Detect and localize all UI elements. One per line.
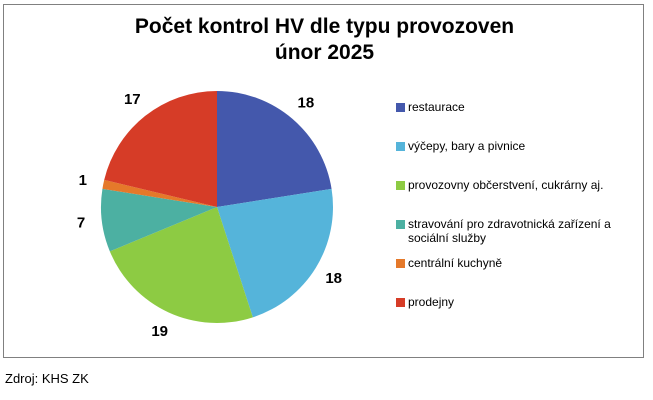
- legend-label: výčepy, bary a pivnice: [408, 139, 526, 153]
- slice-value-label: 7: [77, 215, 85, 232]
- legend-label: provozovny občerstvení, cukrárny aj.: [408, 178, 604, 192]
- legend-swatch-icon: [396, 220, 405, 229]
- legend-swatch-icon: [396, 259, 405, 268]
- pie-slice-2: [217, 188, 333, 318]
- chart-title-line-1: Počet kontrol HV dle typu provozoven: [134, 15, 515, 38]
- slice-value-label: 19: [151, 323, 168, 340]
- legend-item-6: prodejny: [396, 295, 642, 335]
- pie-slice-4: [101, 188, 217, 252]
- legend-swatch-icon: [396, 181, 405, 190]
- legend-label: stravování pro zdravotnická zařízení a s…: [408, 217, 611, 245]
- legend-item-4: stravování pro zdravotnická zařízení a s…: [396, 217, 642, 257]
- legend-label: prodejny: [408, 295, 455, 309]
- legend: restaurace výčepy, bary a pivnice provozov…: [396, 100, 642, 335]
- slice-value-label: 17: [124, 91, 141, 108]
- chart-title-line-2: únor 2025: [274, 41, 375, 64]
- legend-item-5: centrální kuchyně: [396, 256, 642, 296]
- legend-swatch-icon: [396, 142, 405, 151]
- legend-label: restaurace: [408, 100, 465, 114]
- chart-title: Počet kontrol HV dle typu provozoven úno…: [3, 14, 646, 66]
- legend-item-3: provozovny občerstvení, cukrárny aj.: [396, 178, 642, 218]
- source-note: Zdroj: KHS ZK: [5, 371, 89, 386]
- pie-slice-5: [102, 179, 217, 207]
- pie-slice-1: [217, 91, 332, 207]
- slice-value-label: 1: [79, 172, 87, 189]
- legend-item-2: výčepy, bary a pivnice: [396, 139, 642, 179]
- legend-swatch-icon: [396, 298, 405, 307]
- slice-value-label: 18: [298, 94, 315, 111]
- legend-item-1: restaurace: [396, 100, 642, 140]
- legend-swatch-icon: [396, 103, 405, 112]
- legend-label: centrální kuchyně: [408, 256, 503, 270]
- pie-slice-3: [109, 207, 253, 323]
- slice-value-label: 18: [325, 270, 342, 287]
- pie-slice-6: [104, 91, 217, 207]
